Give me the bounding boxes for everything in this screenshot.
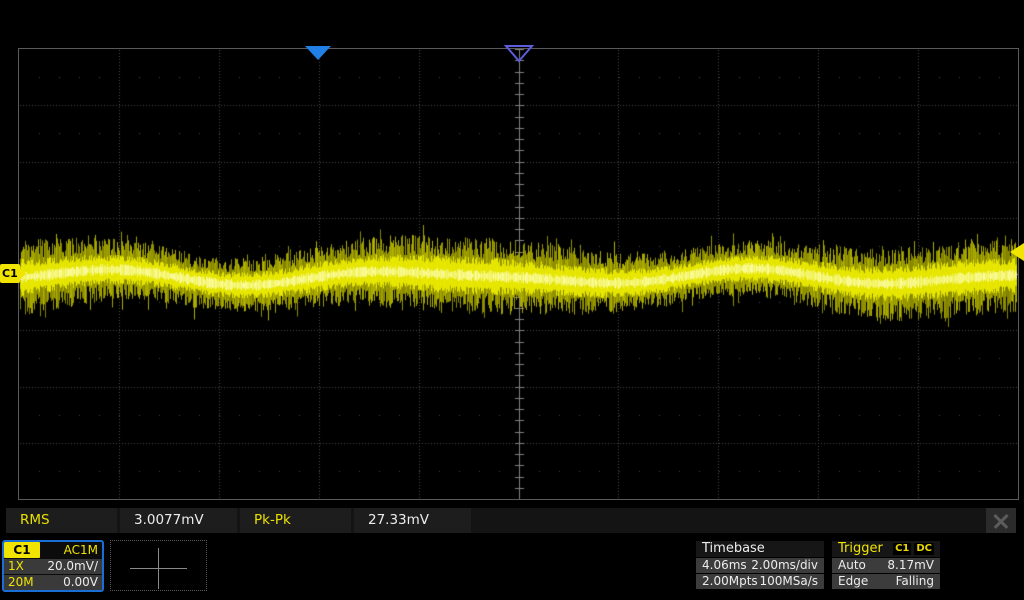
right-arrow-icon <box>19 268 26 279</box>
channel-scale-row: 1X 20.0mV/ <box>4 559 102 574</box>
channel-offset-value: 0.00V <box>63 575 98 589</box>
trigger-row-type: Edge Falling <box>832 574 940 589</box>
measurement-value-rms: 3.0077mV <box>120 508 237 533</box>
crosshair-icon <box>158 548 159 589</box>
channel-name-tab[interactable]: C1 <box>4 542 40 558</box>
add-trace-box[interactable] <box>110 540 207 591</box>
trigger-coupling-chip: DC <box>914 543 934 555</box>
timebase-panel[interactable]: Timebase 4.06ms 2.00ms/div 2.00Mpts 100M… <box>696 541 824 590</box>
trigger-panel[interactable]: Trigger C1 DC Auto 8.17mV Edge Falling <box>832 541 940 590</box>
channel-coupling-label: AC1M <box>63 543 98 557</box>
timebase-memory-value: 2.00Mpts <box>702 574 758 588</box>
measurement-bar: RMS 3.0077mV Pk-Pk 27.33mV <box>6 508 1016 533</box>
channel-scale-value: 20.0mV/ <box>47 559 98 573</box>
timebase-header: Timebase <box>696 541 824 557</box>
trigger-level-marker-icon[interactable] <box>1010 243 1024 261</box>
trigger-title: Trigger <box>838 541 883 556</box>
trigger-mode-value: Auto <box>838 558 866 572</box>
measurement-value-pkpk: 27.33mV <box>354 508 471 533</box>
channel-zero-marker[interactable]: C1 <box>0 264 26 283</box>
channel-bandwidth-label: 20M <box>8 575 34 589</box>
trigger-header: Trigger C1 DC <box>832 541 940 557</box>
trigger-source-chip: C1 <box>893 543 912 555</box>
trigger-level-value: 8.17mV <box>887 558 934 572</box>
timebase-scale-value: 2.00ms/div <box>751 558 818 572</box>
channel-zero-label: C1 <box>0 264 20 283</box>
measurement-label-pkpk[interactable]: Pk-Pk <box>240 508 351 533</box>
channel-header-row: C1 AC1M <box>4 542 102 558</box>
trigger-chips: C1 DC <box>893 543 934 555</box>
timebase-samplerate-value: 100MSa/s <box>759 574 818 588</box>
timebase-delay-value: 4.06ms <box>702 558 747 572</box>
waveform-canvas <box>19 49 1018 499</box>
timebase-row-sampling: 2.00Mpts 100MSa/s <box>696 574 824 589</box>
close-measurements-button[interactable] <box>986 508 1016 533</box>
trigger-type-value: Edge <box>838 574 869 588</box>
trigger-position-marker-icon[interactable] <box>305 46 331 60</box>
channel-offset-row: 20M 0.00V <box>4 575 102 590</box>
trigger-slope-value: Falling <box>895 574 934 588</box>
timebase-title: Timebase <box>702 541 765 556</box>
graticule <box>18 48 1019 500</box>
channel-probe-label: 1X <box>8 559 24 573</box>
measurement-label-rms[interactable]: RMS <box>6 508 117 533</box>
delay-reference-marker-icon[interactable] <box>504 45 534 63</box>
channel-descriptor-box[interactable]: C1 AC1M 1X 20.0mV/ 20M 0.00V <box>2 540 104 592</box>
timebase-row-scale: 4.06ms 2.00ms/div <box>696 558 824 573</box>
trigger-row-mode: Auto 8.17mV <box>832 558 940 573</box>
